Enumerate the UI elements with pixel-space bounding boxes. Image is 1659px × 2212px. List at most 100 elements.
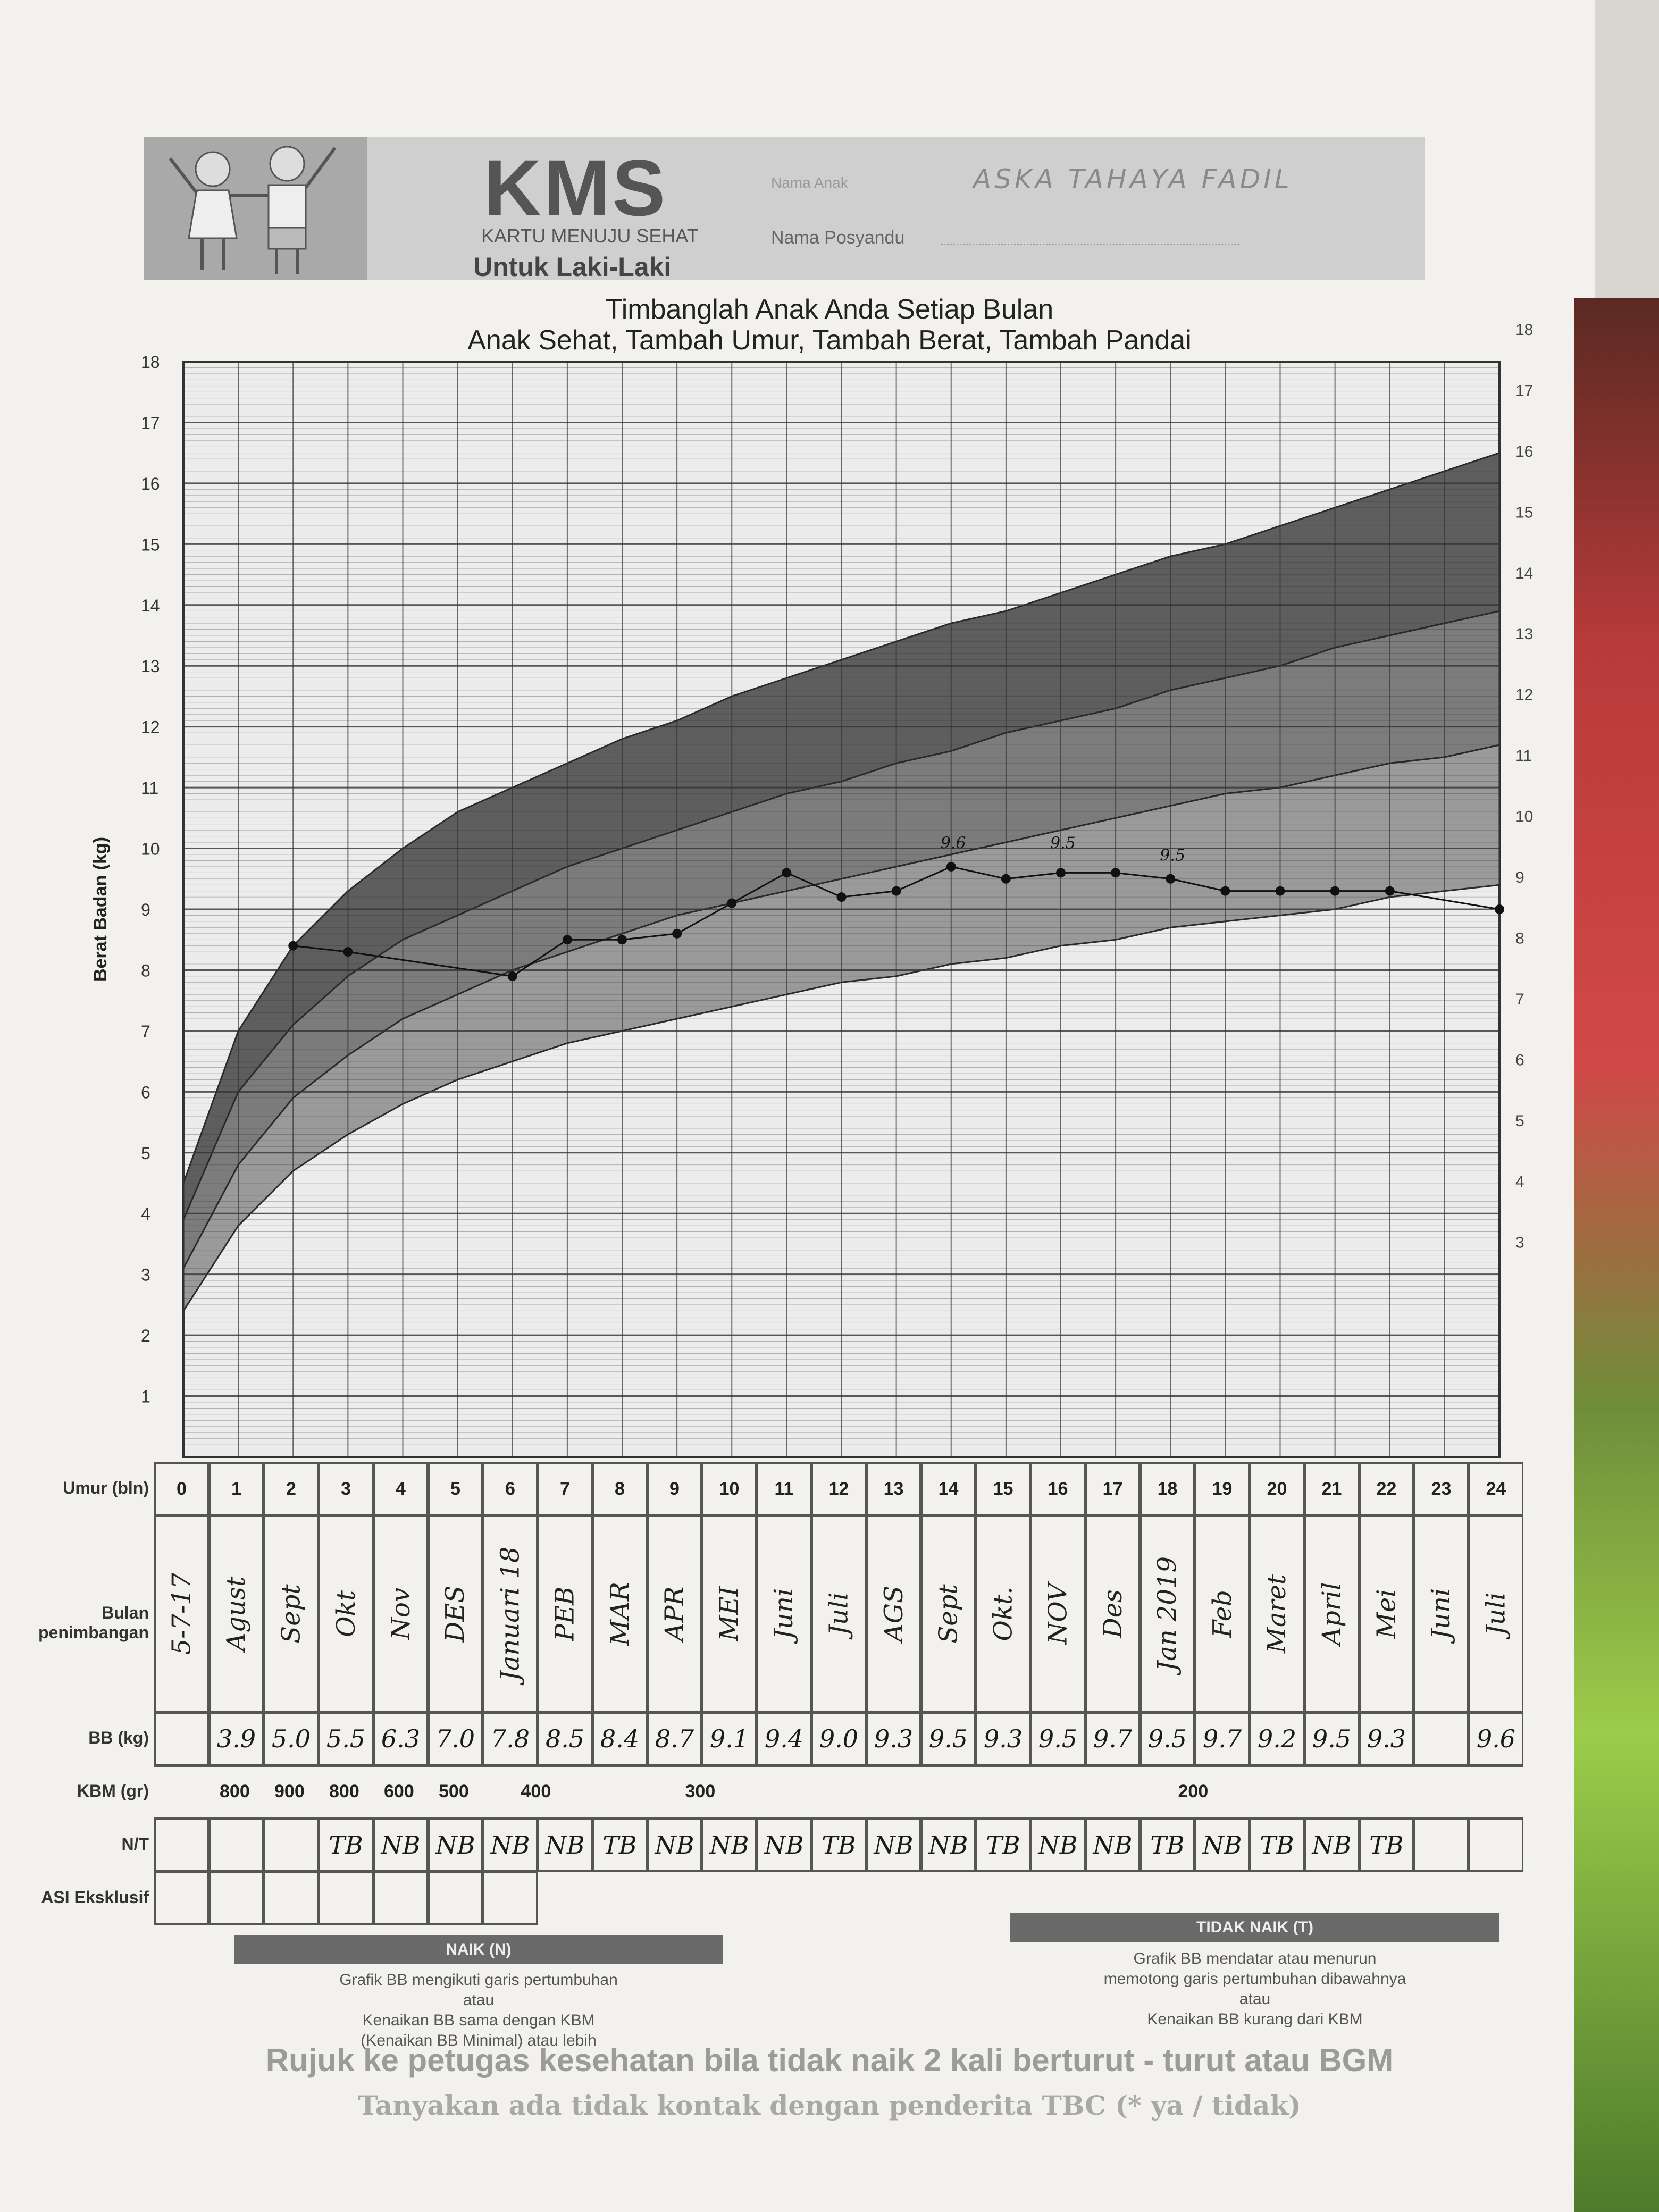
- nt-cell: NB: [921, 1819, 976, 1872]
- row-label-asi: ASI Eksklusif: [41, 1888, 149, 1907]
- bulan-cell: MEI: [702, 1515, 757, 1712]
- y-tick-right: 5: [1515, 1112, 1524, 1130]
- nt-cell: [1469, 1819, 1523, 1872]
- asi-cell: [154, 1872, 209, 1925]
- nt-cell: NB: [757, 1819, 811, 1872]
- nt-cell: NB: [866, 1819, 921, 1872]
- bb-cell: 7.0: [428, 1712, 483, 1765]
- age-cell: 20: [1250, 1462, 1304, 1515]
- bb-cell: [1414, 1712, 1469, 1765]
- bulan-cell: APR: [647, 1515, 702, 1712]
- kbm-cell: [209, 1765, 264, 1819]
- bulan-text: PEB: [550, 1586, 580, 1641]
- point-annotation: 9.5: [1050, 834, 1076, 853]
- nt-cell: TB: [976, 1819, 1030, 1872]
- bb-cell: 5.0: [264, 1712, 319, 1765]
- row-label-bulan: Bulan penimbangan: [38, 1603, 149, 1642]
- nt-cell: NB: [428, 1819, 483, 1872]
- bb-cell: 9.2: [1250, 1712, 1304, 1765]
- kbm-value: 400: [521, 1781, 551, 1802]
- y-tick-right: 8: [1515, 929, 1524, 947]
- bb-cell: 9.7: [1085, 1712, 1140, 1765]
- nt-cell: [154, 1819, 209, 1872]
- bulan-cell: NOV: [1030, 1515, 1085, 1712]
- bb-cell: 9.1: [702, 1712, 757, 1765]
- bb-cell: [154, 1712, 209, 1765]
- age-cell: 23: [1414, 1462, 1469, 1515]
- bulan-text: Januari 18: [495, 1546, 525, 1681]
- age-cell: 15: [976, 1462, 1030, 1515]
- y-tick-left: 13: [141, 657, 160, 676]
- bulan-text: APR: [659, 1586, 690, 1641]
- kbm-cell: [976, 1765, 1030, 1819]
- kbm-cell: [866, 1765, 921, 1819]
- y-tick-left: 3: [141, 1266, 150, 1285]
- bulan-cell: Nov: [373, 1515, 428, 1712]
- bulan-cell: Mei: [1359, 1515, 1414, 1712]
- kbm-cell: [1030, 1765, 1085, 1819]
- kbm-cell: [373, 1765, 428, 1819]
- bulan-cell: Juni: [757, 1515, 811, 1712]
- kbm-value: 800: [220, 1781, 250, 1802]
- weight-point: [727, 898, 737, 908]
- nt-cell: NB: [1030, 1819, 1085, 1872]
- y-tick-left: 12: [141, 718, 160, 737]
- bulan-cell: 5-7-17: [154, 1515, 209, 1712]
- nt-cell: TB: [1250, 1819, 1304, 1872]
- tidak-text-line: Grafik BB mendatar atau menurun: [1133, 1950, 1377, 1967]
- nt-cell: NB: [1304, 1819, 1359, 1872]
- bulan-cell: Okt.: [976, 1515, 1030, 1712]
- bulan-text: Jan 2019: [1152, 1556, 1183, 1672]
- y-tick-right: 4: [1515, 1173, 1524, 1191]
- asi-cell: [428, 1872, 483, 1925]
- naik-text: Grafik BB mengikuti garis pertumbuhan ata…: [234, 1970, 723, 2051]
- weight-point: [507, 971, 517, 981]
- asi-cell: [483, 1872, 538, 1925]
- bb-cell: 8.5: [538, 1712, 592, 1765]
- age-cell: 6: [483, 1462, 538, 1515]
- weight-point: [1330, 886, 1340, 896]
- y-tick-right: 10: [1515, 808, 1533, 826]
- kbm-cell: [1195, 1765, 1250, 1819]
- kms-gender: Untuk Laki-Laki: [473, 252, 672, 282]
- asi-cell: [264, 1872, 319, 1925]
- age-cell: 9: [647, 1462, 702, 1515]
- nama-anak-label: Nama Anak: [771, 174, 848, 191]
- bulan-text: Mei: [1371, 1589, 1402, 1639]
- chart-subtitle: Anak Sehat, Tambah Umur, Tambah Berat, T…: [467, 325, 1192, 356]
- bulan-cell: Januari 18: [483, 1515, 538, 1712]
- bulan-text: April: [1317, 1582, 1347, 1646]
- bulan-cell: MAR: [592, 1515, 647, 1712]
- y-tick-left: 17: [141, 413, 160, 432]
- age-cell: 21: [1304, 1462, 1359, 1515]
- kbm-cell: [757, 1765, 811, 1819]
- kbm-value: 300: [685, 1781, 716, 1802]
- bulan-text: Juli: [1481, 1592, 1511, 1636]
- bb-cell: 9.0: [811, 1712, 866, 1765]
- kbm-cell: [811, 1765, 866, 1819]
- weight-point: [1385, 886, 1395, 896]
- kbm-cell: [1359, 1765, 1414, 1819]
- bulan-text: MAR: [605, 1582, 635, 1646]
- kbm-cell: [1250, 1765, 1304, 1819]
- kbm-cell: [1414, 1765, 1469, 1819]
- bulan-text: NOV: [1043, 1583, 1073, 1645]
- row-label-bb: BB (kg): [88, 1728, 149, 1747]
- age-cell: 14: [921, 1462, 976, 1515]
- kbm-cell: [428, 1765, 483, 1819]
- weight-point: [1495, 904, 1504, 914]
- bulan-cell: Sept: [921, 1515, 976, 1712]
- y-tick-right: 13: [1515, 625, 1533, 643]
- age-cell: 24: [1469, 1462, 1523, 1515]
- card-header: KMS KARTU MENUJU SEHAT Untuk Laki-Laki N…: [144, 137, 1425, 282]
- age-cell: 7: [538, 1462, 592, 1515]
- kbm-cell: [1140, 1765, 1195, 1819]
- naik-text-line: Kenaikan BB sama dengan KBM: [362, 2012, 595, 2029]
- age-cell: 13: [866, 1462, 921, 1515]
- weight-point: [782, 868, 792, 878]
- bulan-cell: Maret: [1250, 1515, 1304, 1712]
- nt-cell: NB: [538, 1819, 592, 1872]
- bb-cell: 9.3: [976, 1712, 1030, 1765]
- y-tick-right: 3: [1515, 1234, 1524, 1252]
